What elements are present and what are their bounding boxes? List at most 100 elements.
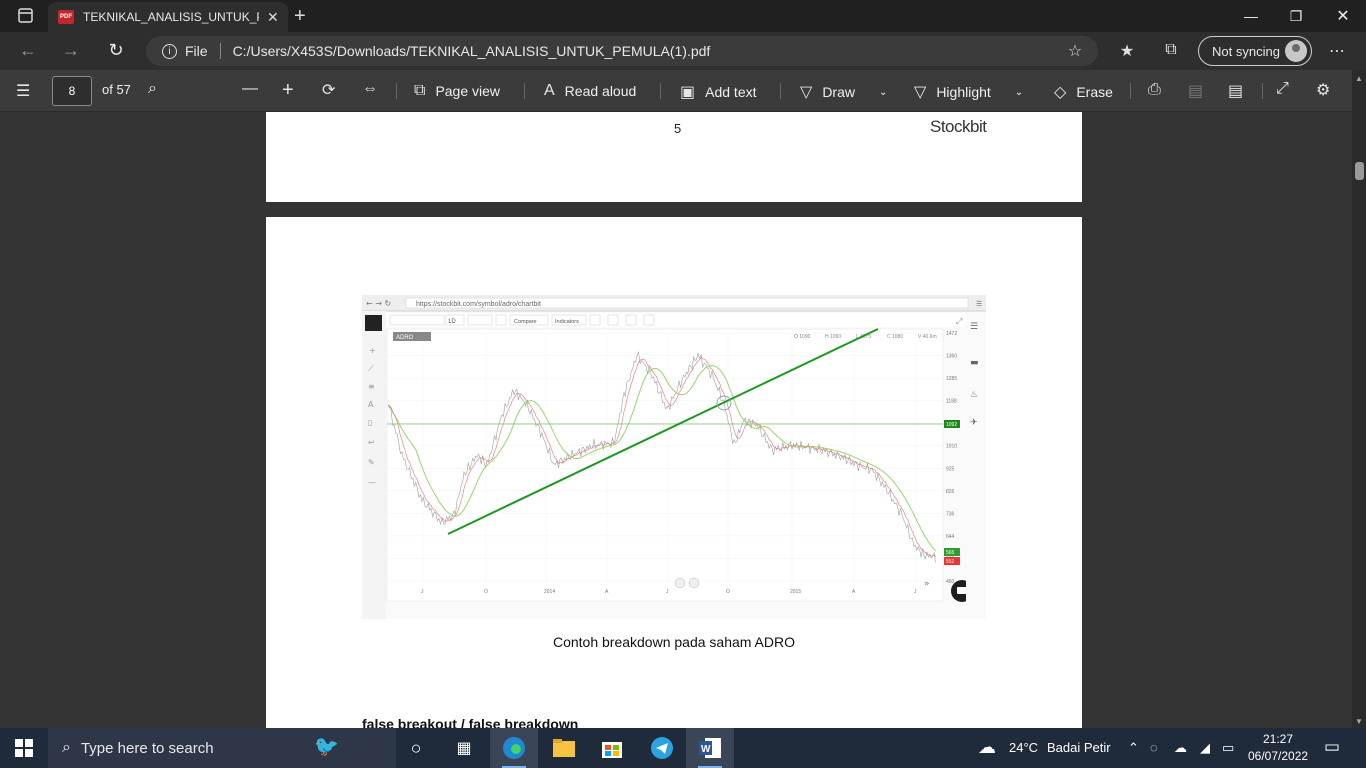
cloud-icon[interactable]: ☁ [1174,740,1187,755]
svg-text:♨: ♨ [970,390,978,400]
notifications-icon[interactable]: ▭ [1324,737,1341,756]
rotate-button[interactable]: ⟳ [322,82,336,99]
pdf-toolbar: ☰ 8 of 57 ⌕ — + ⟳ ⇔ ⧉ Page view A Read alo… [0,70,1366,112]
read-aloud-icon: A [544,82,555,99]
x-tick-label: 2015 [790,589,801,595]
weather-storm-icon[interactable]: ☁ [978,737,996,757]
refresh-button[interactable]: ↻ [108,40,124,60]
wifi-icon[interactable]: ◢ [1200,740,1210,755]
store-icon[interactable] [588,728,636,768]
widgets-icon[interactable]: ▦ [456,740,472,757]
y-tick-label: 1472 [946,331,957,337]
minimize-button[interactable]: — [1244,8,1258,24]
svg-text:↩: ↩ [368,438,375,447]
clock[interactable]: 21:27 06/07/2022 [1248,731,1308,765]
address-bar: ← → ↻ i File C:/Users/X453S/Downloads/TE… [0,32,1366,70]
print-icon[interactable]: ⎙ [1148,81,1161,98]
more-options-icon[interactable]: ⋯ [1329,43,1345,60]
svg-text:✎: ✎ [368,458,375,467]
svg-text:✈: ✈ [970,418,978,428]
add-text-icon: ▣ [680,84,696,101]
add-text-button[interactable]: ▣ Add text [680,82,757,102]
svg-text:▬: ▬ [970,358,979,368]
stockbit-logo: Stockbit [930,117,987,136]
highlight-button[interactable]: ▽ Highlight ⌄ [914,82,1023,102]
contents-icon[interactable]: ☰ [16,83,31,100]
zoom-out-button[interactable]: — [242,80,258,97]
pdf-viewer[interactable]: 5 Stockbit ← → ↻ https://stockbit.com/sy… [0,112,1352,728]
x-tick-label: O [484,589,488,595]
url-scheme: File [185,43,208,59]
x-tick-label: J [666,589,669,595]
new-tab-button[interactable]: + [294,5,306,27]
forward-button[interactable]: → [62,40,80,60]
save-as-icon[interactable]: ▤ [1228,83,1244,100]
svg-text:»: » [924,579,930,589]
search-placeholder: Type here to search [80,739,214,757]
weather-description[interactable]: Badai Petir [1047,740,1111,755]
zoom-in-button[interactable]: + [282,79,294,101]
find-icon[interactable]: ⌕ [148,80,157,97]
fullscreen-icon[interactable]: ⤢ [1276,80,1289,97]
scroll-down-icon[interactable]: ▼ [1355,717,1363,726]
draw-label: Draw [822,84,855,100]
file-explorer-icon[interactable] [540,728,588,768]
tab-close-icon[interactable]: ✕ [267,8,279,25]
svg-text:⤢: ⤢ [955,317,962,326]
collections-icon[interactable]: ⧉ [1165,41,1177,58]
favorites-icon[interactable]: ★ [1119,43,1135,60]
toolbar-divider [660,83,661,99]
onedrive-sync-icon[interactable]: ◌ [1150,740,1158,755]
x-tick-label: A [852,589,856,595]
back-button[interactable]: ← [19,40,37,60]
scroll-thumb[interactable] [1355,162,1364,180]
draw-button[interactable]: ▽ Draw ⌄ [800,82,887,102]
y-tick-label: 1188 [946,399,957,405]
page-number-input[interactable]: 8 [52,76,92,106]
pdf-page-previous: 5 Stockbit [266,112,1082,202]
settings-gear-icon[interactable]: ⚙ [1316,82,1331,99]
figure-caption: Contoh breakdown pada saham ADRO [552,634,796,650]
fit-width-button[interactable]: ⇔ [362,80,378,97]
save-icon[interactable]: ▤ [1188,83,1204,100]
erase-button[interactable]: ◇ Erase [1054,82,1113,102]
taskbar-search[interactable]: ⌕ Type here to search 🐦 [48,728,396,768]
word-app-icon[interactable]: W [686,728,734,768]
restore-button[interactable]: ❐ [1289,8,1303,24]
x-tick-label: 2014 [544,589,555,595]
close-window-button[interactable]: ✕ [1336,8,1350,25]
url-text: C:/Users/X453S/Downloads/TEKNIKAL_ANALIS… [232,43,711,59]
info-icon[interactable]: i [162,43,177,59]
weather-temp[interactable]: 24°C [1009,740,1039,755]
search-highlight-icon: 🐦 [314,736,339,758]
chevron-down-icon[interactable]: ⌄ [1014,86,1024,98]
svg-text:1D: 1D [448,319,456,325]
battery-icon[interactable]: ▭ [1222,740,1235,755]
highlight-icon: ▽ [914,84,927,101]
chevron-down-icon[interactable]: ⌄ [878,86,888,98]
edge-app-icon[interactable] [490,728,538,768]
stockbit-app-icon [365,315,382,331]
page-view-button[interactable]: ⧉ Page view [414,82,500,100]
task-view-icon[interactable]: ○ [410,737,422,758]
url-field[interactable]: i File C:/Users/X453S/Downloads/TEKNIKAL… [146,36,1098,66]
telegram-icon[interactable] [638,728,686,768]
chevron-up-icon[interactable]: ⌃ [1128,740,1139,755]
browser-tab[interactable]: PDF TEKNIKAL_ANALISIS_UNTUK_PEM ✕ [48,2,288,32]
tab-actions-icon[interactable] [10,6,38,26]
svg-text:⟋: ⟋ [368,364,374,373]
start-button[interactable] [0,728,48,768]
vertical-scrollbar[interactable]: ▲ ▼ [1352,70,1366,728]
toolbar-divider [396,83,397,99]
profile-sync-button[interactable]: Not syncing [1198,36,1312,66]
adro-chart-screenshot: ← → ↻ https://stockbit.com/symbol/adro/c… [362,295,986,619]
screenshot-url: https://stockbit.com/symbol/adro/chartbi… [416,301,541,308]
scroll-up-icon[interactable]: ▲ [1355,74,1363,83]
x-tick-label: J [421,589,424,595]
read-aloud-button[interactable]: A Read aloud [544,82,636,100]
toolbar-divider [1262,83,1263,99]
add-favorite-icon[interactable]: ☆ [1067,43,1083,60]
ohlc-label: L 1075 [856,334,871,340]
avatar [1285,40,1307,62]
clock-time: 21:27 [1262,732,1294,746]
